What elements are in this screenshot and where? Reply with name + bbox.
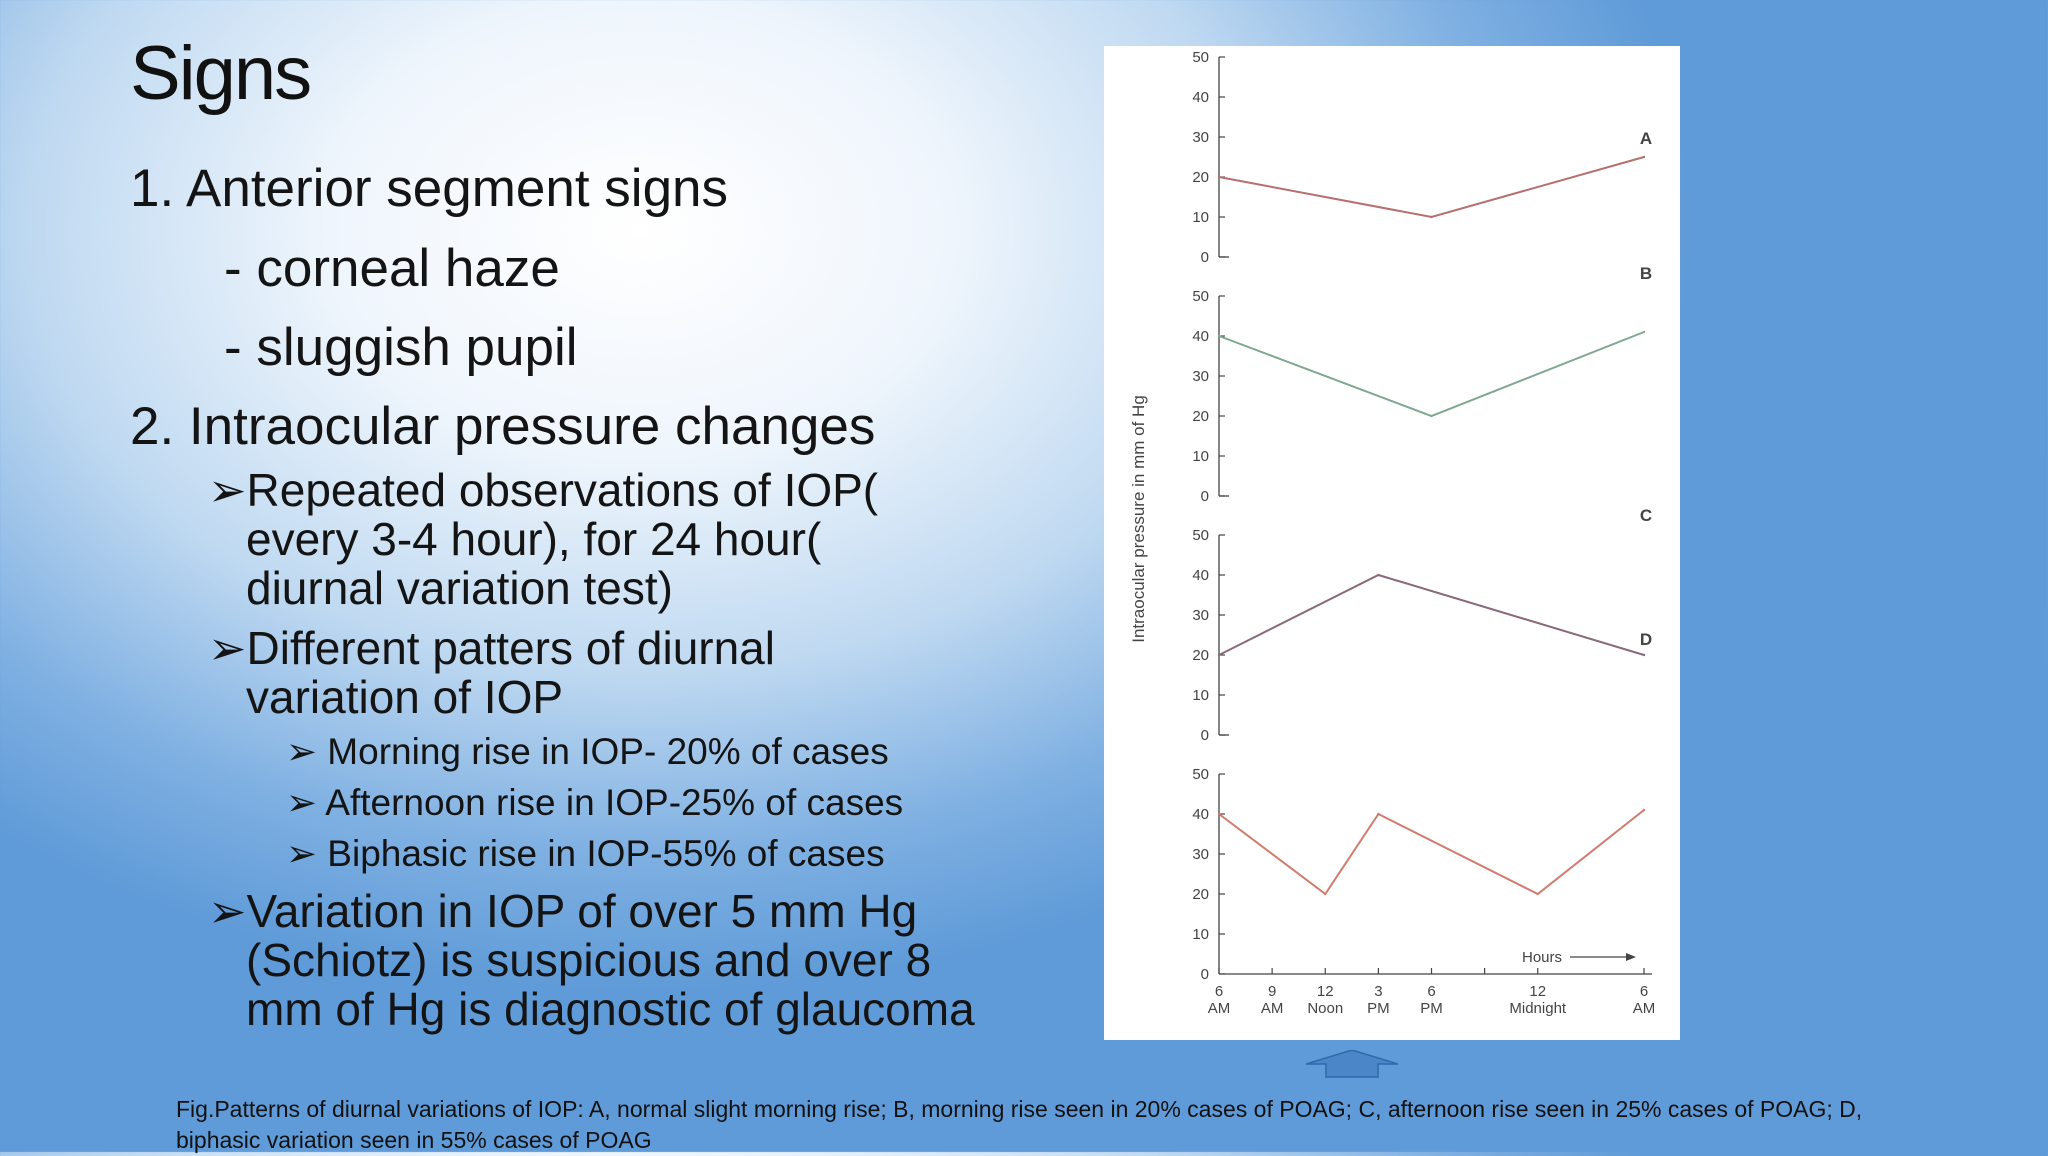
- y-tick-label-panel-d: 0: [1201, 966, 1209, 983]
- y-tick-label-panel-c: 30: [1192, 607, 1209, 624]
- y-tick-label-panel-b: 40: [1192, 328, 1209, 345]
- bullet-repeated-observations-line3: diurnal variation test): [246, 562, 673, 614]
- x-tick-label: Midnight: [1509, 1000, 1567, 1017]
- bullet-variation-iop-line2: (Schiotz) is suspicious and over 8: [246, 934, 932, 986]
- y-tick-label-panel-b: 50: [1192, 288, 1209, 305]
- bullet-arrow-icon: ➢: [286, 781, 318, 824]
- bullet-arrow-icon: ➢: [208, 884, 247, 938]
- x-tick-label: PM: [1367, 1000, 1390, 1017]
- y-tick-label-panel-b: 30: [1192, 368, 1209, 385]
- y-tick-label-panel-b: 20: [1192, 408, 1209, 425]
- y-tick-label-panel-b: 10: [1192, 448, 1209, 465]
- data-point-c: [1217, 653, 1221, 657]
- bullet-repeated-observations-line2: every 3-4 hour), for 24 hour(: [246, 513, 822, 565]
- subbullet-afternoon-rise: ➢ Afternoon rise in IOP-25% of cases: [286, 781, 904, 824]
- data-point-c: [1642, 653, 1646, 657]
- x-tick-label: Noon: [1307, 1000, 1343, 1017]
- y-tick-label-panel-a: 0: [1201, 249, 1209, 266]
- x-tick-label: 9: [1268, 983, 1276, 1000]
- y-tick-label-panel-c: 0: [1201, 727, 1209, 744]
- panel-label-b: B: [1640, 264, 1652, 283]
- x-tick-label: 3: [1374, 983, 1382, 1000]
- heading-anterior-segment: 1. Anterior segment signs: [130, 159, 729, 218]
- y-tick-label-panel-c: 40: [1192, 567, 1209, 584]
- bullet-arrow-icon: ➢: [208, 621, 247, 675]
- y-tick-label-panel-b: 0: [1201, 488, 1209, 505]
- y-tick-label-panel-d: 40: [1192, 806, 1209, 823]
- x-axis-title: Hours: [1522, 949, 1562, 966]
- data-point-a: [1642, 155, 1646, 159]
- item-corneal-haze: - corneal haze: [224, 239, 560, 298]
- y-tick-label-panel-a: 40: [1192, 89, 1209, 106]
- heading-iop-changes: 2. Intraocular pressure changes: [130, 397, 876, 456]
- figure-caption: Fig.Patterns of diurnal variations of IO…: [176, 1096, 1863, 1153]
- y-tick-label-panel-a: 50: [1192, 49, 1209, 66]
- bullet-variation-iop: ➢Variation in IOP of over 5 mm Hg: [208, 884, 918, 938]
- panel-label-a: A: [1640, 129, 1652, 148]
- y-tick-label-panel-c: 20: [1192, 647, 1209, 664]
- panel-label-d: D: [1640, 630, 1652, 649]
- y-tick-label-panel-c: 10: [1192, 687, 1209, 704]
- series-line-a: [1218, 156, 1645, 219]
- subbullet-biphasic-rise: ➢ Biphasic rise in IOP-55% of cases: [286, 832, 885, 875]
- bullet-arrow-icon: ➢: [286, 832, 318, 875]
- y-tick-label-panel-a: 10: [1192, 209, 1209, 226]
- bullet-different-patterns-line2: variation of IOP: [246, 671, 564, 723]
- x-tick-label: 12: [1529, 983, 1546, 1000]
- item-sluggish-pupil: - sluggish pupil: [224, 318, 578, 377]
- bullet-arrow-icon: ➢: [286, 730, 318, 773]
- data-point-d: [1217, 812, 1221, 816]
- bullet-repeated-observations: ➢Repeated observations of IOP(: [208, 463, 879, 517]
- x-tick-label: 6: [1427, 983, 1435, 1000]
- x-axis-title-arrowhead: [1626, 953, 1636, 961]
- data-point-c: [1377, 573, 1380, 577]
- data-point-d: [1536, 892, 1539, 896]
- x-tick-label: 6: [1215, 983, 1223, 1000]
- y-tick-label-panel-a: 30: [1192, 129, 1209, 146]
- y-tick-label-panel-a: 20: [1192, 169, 1209, 186]
- data-point-d: [1324, 892, 1327, 896]
- data-point-d: [1642, 808, 1646, 812]
- series-line-b: [1218, 331, 1645, 418]
- iop-chart-panel: 0 10 20 30 40 50 A 0 10 20 30 40 50 B 0 10 20 30 40 50 C 0 10 2…: [1104, 46, 1680, 1040]
- data-point-b: [1217, 334, 1221, 338]
- subbullet-morning-rise: ➢ Morning rise in IOP- 20% of cases: [286, 730, 889, 773]
- data-point-b: [1430, 414, 1433, 418]
- data-point-a: [1217, 175, 1221, 179]
- data-point-a: [1430, 215, 1433, 219]
- data-point-d: [1377, 812, 1380, 816]
- y-axis-title: Intraocular pressure in mm of Hg: [1129, 395, 1148, 643]
- x-tick-label: AM: [1208, 1000, 1231, 1017]
- x-tick-label: 6: [1640, 983, 1648, 1000]
- x-tick-label: PM: [1420, 1000, 1443, 1017]
- y-tick-label-panel-d: 50: [1192, 766, 1209, 783]
- y-tick-label-panel-d: 10: [1192, 926, 1209, 943]
- y-tick-label-panel-d: 20: [1192, 886, 1209, 903]
- y-tick-label-panel-c: 50: [1192, 527, 1209, 544]
- series-line-c: [1218, 573, 1645, 656]
- bullet-variation-iop-line3: mm of Hg is diagnostic of glaucoma: [246, 983, 975, 1035]
- up-arrow-icon: [1306, 1050, 1398, 1078]
- x-tick-label: AM: [1261, 1000, 1284, 1017]
- bullet-arrow-icon: ➢: [208, 463, 247, 517]
- y-tick-label-panel-d: 30: [1192, 846, 1209, 863]
- bullet-different-patterns: ➢Different patters of diurnal: [208, 621, 775, 675]
- slide-title: Signs: [130, 31, 312, 116]
- series-line-d: [1218, 809, 1645, 896]
- x-tick-label: 12: [1317, 983, 1334, 1000]
- panel-label-c: C: [1640, 506, 1652, 525]
- iop-diurnal-chart: 0 10 20 30 40 50 A 0 10 20 30 40 50 B 0 10 20 30 40 50 C 0 10 2…: [1129, 49, 1656, 1017]
- x-tick-label: AM: [1633, 1000, 1656, 1017]
- data-point-b: [1642, 330, 1646, 334]
